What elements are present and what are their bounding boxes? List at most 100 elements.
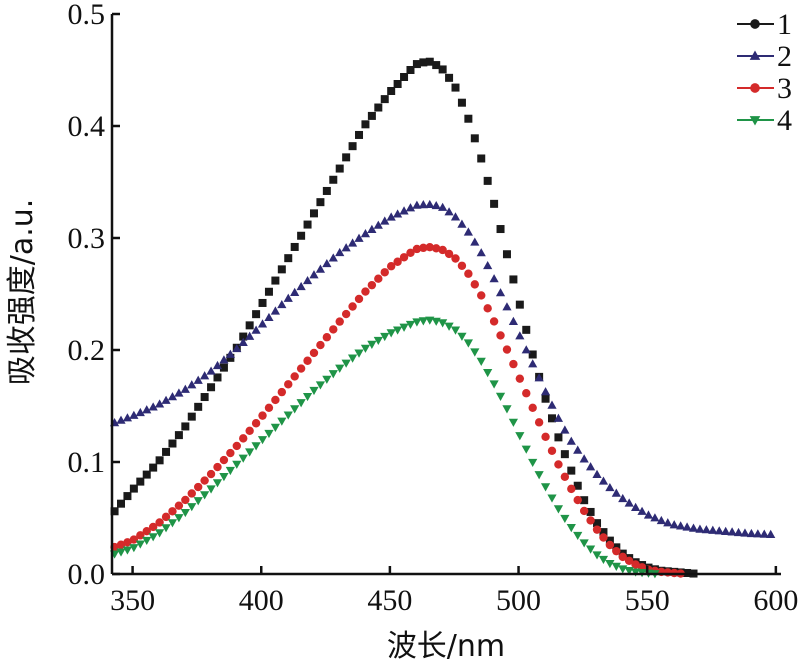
data-point-series-4: [270, 423, 280, 432]
data-point-series-1: [342, 153, 351, 162]
data-point-series-2: [180, 384, 190, 393]
data-point-series-2: [508, 316, 518, 325]
data-point-series-2: [714, 526, 724, 535]
y-tick-label: 0.5: [68, 0, 106, 31]
data-point-series-2: [251, 325, 261, 334]
data-point-series-2: [618, 493, 628, 503]
data-point-series-2: [483, 260, 493, 270]
data-point-series-1: [252, 310, 261, 319]
series-4: [109, 316, 660, 579]
data-point-series-2: [393, 209, 403, 218]
data-point-series-1: [387, 87, 396, 95]
data-point-series-2: [566, 436, 576, 445]
data-point-series-4: [296, 399, 306, 408]
data-point-series-4: [161, 524, 171, 533]
data-point-series-4: [431, 317, 441, 326]
data-point-series-1: [380, 95, 389, 104]
data-point-series-1: [123, 492, 132, 501]
data-point-series-3: [605, 540, 615, 550]
data-point-series-2: [335, 247, 345, 257]
data-point-series-3: [303, 356, 312, 365]
data-point-series-2: [701, 525, 711, 534]
data-point-series-1: [457, 98, 466, 107]
data-point-series-4: [264, 429, 274, 439]
data-point-series-4: [521, 445, 531, 454]
data-point-series-3: [592, 525, 602, 534]
data-point-series-3: [258, 411, 267, 420]
data-point-series-2: [238, 337, 248, 347]
data-point-series-4: [476, 357, 486, 366]
data-point-series-2: [515, 331, 525, 340]
data-point-series-1: [335, 164, 344, 173]
data-point-series-2: [740, 528, 750, 537]
data-point-series-3: [573, 495, 582, 505]
data-point-series-3: [374, 274, 383, 283]
data-point-series-2: [682, 522, 692, 531]
data-point-series-2: [579, 454, 589, 463]
data-point-series-4: [341, 359, 351, 368]
data-point-series-2: [540, 387, 551, 396]
axes: [110, 12, 781, 576]
data-point-series-3: [586, 516, 595, 525]
data-point-series-1: [425, 57, 434, 66]
data-point-series-4: [155, 529, 165, 538]
data-point-series-3: [239, 434, 248, 443]
data-point-series-2: [766, 529, 776, 538]
data-point-series-4: [174, 514, 184, 523]
data-point-series-1: [117, 499, 126, 508]
legend-item-3: 3: [737, 72, 792, 105]
data-point-series-1: [239, 332, 248, 341]
data-point-series-2: [663, 518, 673, 527]
data-point-series-3: [129, 535, 139, 544]
y-axis-title: 吸收强度/a.u.: [5, 199, 40, 386]
data-point-series-4: [354, 349, 364, 358]
data-point-series-3: [419, 243, 428, 253]
data-point-series-4: [245, 448, 255, 457]
x-tick-label: 400: [239, 584, 284, 617]
data-point-series-1: [400, 73, 409, 81]
data-point-series-4: [322, 375, 332, 384]
data-point-series-4: [251, 442, 261, 451]
data-point-series-1: [567, 466, 576, 475]
data-point-series-1: [174, 431, 183, 440]
plot-area: [109, 57, 776, 579]
data-point-series-2: [206, 366, 216, 375]
data-point-series-1: [509, 275, 518, 284]
data-point-series-3: [554, 460, 563, 469]
data-point-series-3: [245, 426, 254, 436]
data-point-series-4: [444, 322, 454, 331]
data-point-series-4: [540, 483, 551, 492]
data-point-series-1: [483, 176, 492, 185]
data-point-series-2: [528, 359, 538, 368]
data-point-series-1: [277, 265, 286, 274]
data-point-series-1: [297, 231, 306, 240]
data-point-series-1: [162, 447, 171, 456]
data-point-series-3: [386, 262, 396, 271]
data-point-series-2: [688, 523, 699, 532]
data-point-series-1: [470, 134, 479, 143]
data-point-series-4: [605, 559, 615, 569]
data-point-series-3: [393, 257, 402, 266]
data-point-series-3: [219, 455, 229, 465]
data-point-series-2: [360, 229, 371, 238]
data-point-series-2: [553, 413, 564, 422]
data-point-series-1: [502, 250, 511, 259]
x-tick-label: 550: [625, 584, 670, 617]
data-point-series-1: [181, 422, 190, 431]
data-point-series-4: [257, 436, 268, 445]
data-point-series-2: [676, 521, 686, 530]
data-point-series-4: [399, 323, 409, 332]
data-point-series-1: [322, 186, 331, 195]
data-point-series-3: [232, 441, 241, 451]
data-point-series-4: [232, 460, 242, 469]
legend-marker: [750, 19, 760, 29]
data-point-series-4: [309, 386, 319, 396]
data-point-series-4: [489, 380, 499, 389]
data-point-series-2: [219, 355, 229, 364]
data-point-series-3: [444, 249, 454, 259]
y-tick-label: 0.1: [68, 446, 106, 479]
data-point-series-2: [624, 498, 634, 507]
data-point-series-3: [425, 242, 434, 252]
data-point-series-2: [167, 392, 178, 401]
data-point-series-1: [496, 225, 505, 234]
